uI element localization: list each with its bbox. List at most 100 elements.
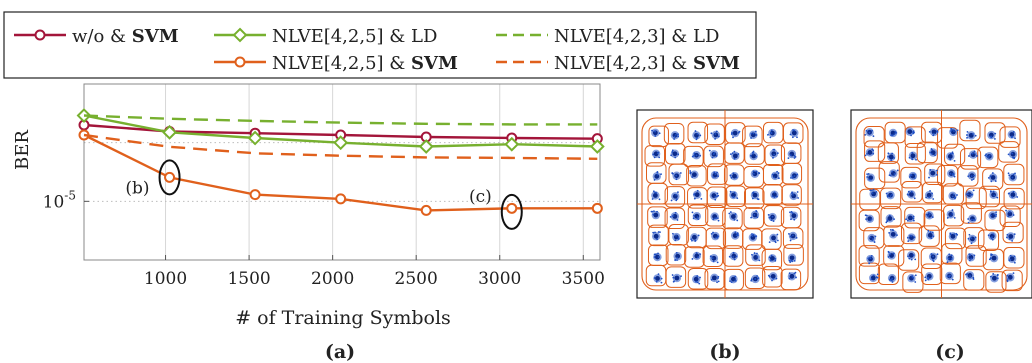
constellation-point [987, 234, 990, 237]
legend-box [3, 11, 757, 79]
constellation-point [948, 253, 951, 256]
constellation-point [972, 278, 975, 281]
constellation-point [987, 156, 990, 158]
annotation-label: (c) [469, 187, 492, 207]
axis-ticks: 1000 1500 2000 2500 3000 3500 10-5 [43, 188, 605, 289]
constellation-point [968, 259, 971, 262]
decision-region [943, 204, 965, 227]
constellation-point [890, 134, 893, 137]
constellation-point [770, 254, 773, 257]
constellation-point [713, 151, 716, 154]
constellation-point [968, 253, 971, 256]
constellation-point [731, 152, 734, 155]
constellation-point [991, 172, 994, 174]
data-point [247, 130, 263, 146]
constellation-point [876, 273, 879, 276]
constellation-point [693, 214, 696, 217]
constellation-point [730, 214, 736, 219]
series-2 [83, 114, 598, 126]
constellation-point [658, 132, 661, 135]
constellation-point [749, 154, 752, 157]
constellation-point [680, 275, 682, 278]
constellation-point [994, 215, 997, 218]
constellation-point [696, 216, 699, 219]
constellation-point [789, 261, 792, 263]
decision-region [683, 145, 704, 168]
constellation-point [935, 169, 938, 172]
constellation-point [774, 241, 777, 244]
constellation-point [891, 229, 894, 231]
constellation-point [696, 275, 699, 277]
constellation-point [770, 273, 776, 279]
constellation-point [676, 219, 679, 221]
constellation-point [671, 232, 674, 235]
constellation-point [777, 172, 780, 174]
constellation-point [891, 152, 894, 155]
constellation-point [651, 129, 653, 132]
constellation-point [789, 255, 795, 261]
constellation-point [712, 218, 715, 221]
constellation-point [670, 154, 673, 157]
constellation-point [676, 256, 678, 259]
decision-region [706, 186, 728, 209]
constellation-point [754, 130, 757, 133]
constellation-point [712, 231, 714, 234]
constellation-point [797, 197, 799, 199]
constellation-point [788, 232, 790, 235]
constellation-point [657, 151, 660, 154]
decision-region [1002, 221, 1024, 244]
decision-region [984, 122, 1006, 144]
data-point [420, 204, 432, 216]
constellation-point [655, 254, 660, 260]
decision-region [664, 186, 686, 208]
constellation-point [931, 129, 937, 135]
constellation-point [867, 172, 870, 175]
decision-region [722, 245, 744, 267]
constellation-point [890, 278, 892, 281]
constellation-point [750, 137, 752, 139]
constellation-point [714, 198, 717, 201]
constellation-point [650, 210, 653, 213]
decision-region [880, 206, 902, 228]
constellation-point [674, 259, 677, 262]
constellation-point [710, 132, 713, 135]
constellation-point [970, 242, 973, 245]
constellation-point [671, 274, 674, 276]
constellation-point [1009, 258, 1012, 261]
constellation-point [1012, 173, 1015, 176]
decision-region [707, 163, 728, 185]
constellation-point [787, 157, 790, 159]
constellation-point [672, 151, 678, 157]
data-point [249, 189, 261, 201]
constellation-point [756, 198, 759, 200]
constellation-point [789, 176, 792, 179]
constellation-point [717, 235, 720, 238]
decision-region [762, 266, 783, 288]
constellation-point [936, 130, 939, 132]
constellation-point [867, 150, 873, 155]
constellation-point [653, 156, 656, 159]
constellation-point [772, 220, 775, 223]
constellation-point [892, 252, 895, 255]
constellation-point [992, 233, 995, 236]
constellation-point [717, 175, 719, 178]
constellation-point [774, 257, 777, 260]
constellation-point [907, 215, 913, 221]
constellation-point [885, 192, 888, 195]
constellation-point [888, 154, 894, 160]
constellation-point [672, 276, 675, 279]
constellation-point [793, 175, 796, 177]
constellation-point [908, 257, 911, 260]
constellation-point [675, 178, 678, 181]
constellation-point [773, 176, 775, 179]
constellation-point [652, 231, 655, 234]
constellation-point [772, 173, 774, 176]
x-tick-label: 2000 [311, 269, 354, 289]
constellation-point [710, 278, 713, 281]
constellation-point [946, 261, 949, 264]
constellation-point [995, 213, 998, 216]
constellation-point [887, 152, 890, 155]
legend-entry-nlve425-svm: NLVE[4,2,5] & SVM [214, 53, 458, 74]
constellation-point [974, 134, 977, 137]
constellation-point [695, 280, 697, 283]
